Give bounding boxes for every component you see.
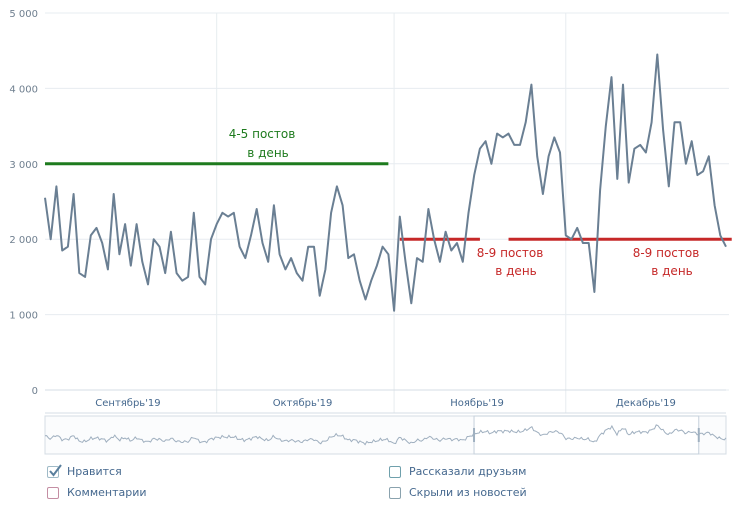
navigator[interactable] — [44, 415, 727, 455]
x-month-label: Ноябрь'19 — [450, 398, 504, 409]
legend-label-comments: Комментарии — [67, 486, 147, 499]
y-tick-label: 4 000 — [9, 84, 38, 95]
legend-shares[interactable]: Рассказали друзьям — [389, 465, 526, 478]
annotation-label: в день — [495, 264, 536, 278]
checkbox-likes[interactable] — [47, 463, 62, 478]
navigator-handle-left — [473, 428, 476, 442]
checkbox-comments[interactable] — [47, 486, 59, 499]
checkbox-hidden[interactable] — [389, 486, 401, 499]
navigator-selection — [473, 415, 700, 455]
y-tick-label: 2 000 — [9, 235, 38, 246]
axes: 0 1 000 2 000 3 000 4 000 5 000 Сентябрь'19 Окт… — [9, 9, 676, 409]
legend-likes[interactable]: Нравится — [47, 463, 122, 478]
annotation-label: 4-5 постов — [229, 127, 296, 141]
x-month-label: Сентябрь'19 — [95, 398, 160, 409]
annotation-label: 8-9 постов — [633, 246, 700, 260]
navigator-handle-right — [697, 428, 700, 442]
navigator-line — [44, 424, 727, 446]
annotation-label: в день — [651, 264, 692, 278]
y-tick-label: 3 000 — [9, 160, 38, 171]
series-line-likes — [44, 53, 727, 312]
annotations: 4-5 постов в день 8-9 постов в день 8-9 пост… — [45, 127, 732, 278]
y-tick-label: 0 — [32, 386, 38, 397]
checkmark-icon — [49, 463, 62, 477]
x-month-label: Октябрь'19 — [273, 398, 333, 409]
y-tick-label: 1 000 — [9, 311, 38, 322]
y-tick-label: 5 000 — [9, 9, 38, 20]
legend-label-hidden: Скрыли из новостей — [409, 486, 527, 499]
checkbox-shares[interactable] — [389, 465, 401, 478]
grid — [45, 12, 729, 414]
legend-hidden[interactable]: Скрыли из новостей — [389, 486, 527, 499]
legend-comments[interactable]: Комментарии — [47, 486, 147, 499]
series — [44, 53, 727, 312]
legend-label-likes: Нравится — [67, 465, 122, 478]
x-month-label: Декабрь'19 — [616, 398, 676, 409]
annotation-label: 8-9 постов — [477, 246, 544, 260]
legend-label-shares: Рассказали друзьям — [409, 465, 527, 478]
annotation-label: в день — [247, 146, 288, 160]
